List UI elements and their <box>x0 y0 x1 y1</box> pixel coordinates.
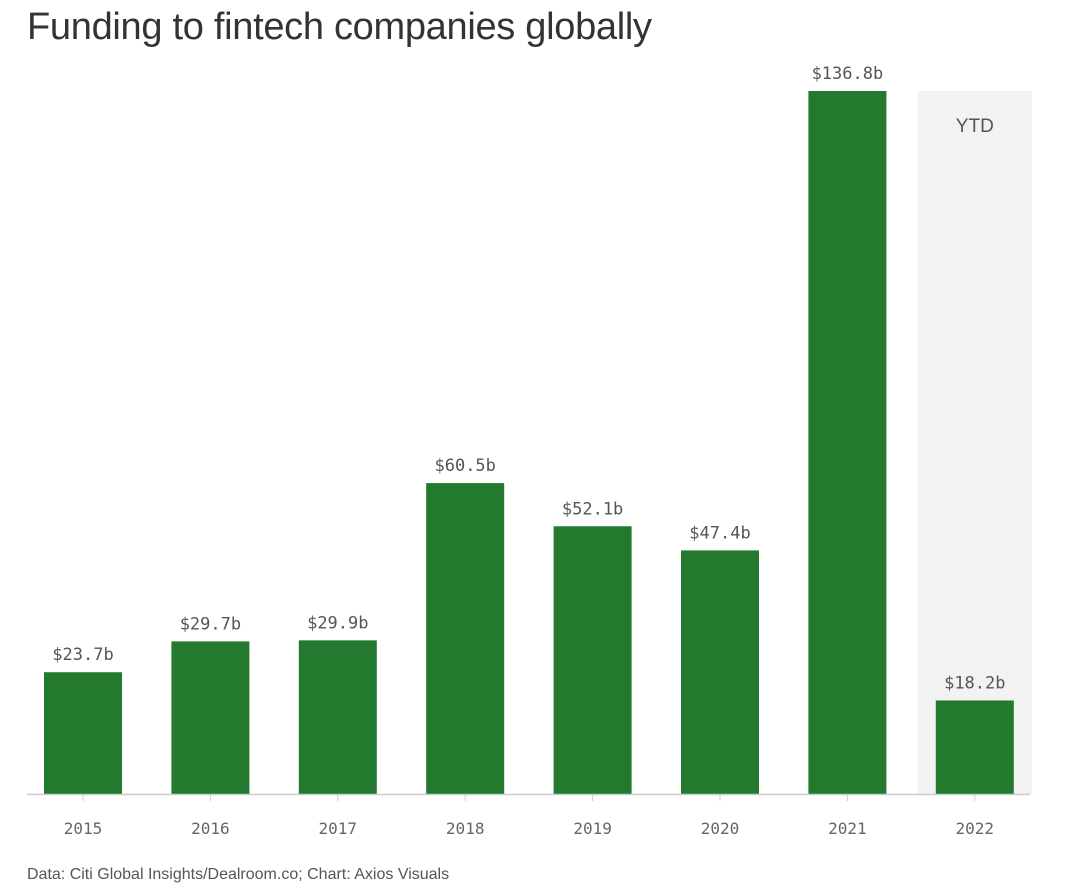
source-note: Data: Citi Global Insights/Dealroom.co; … <box>27 866 450 883</box>
bar-2021 <box>808 91 887 794</box>
chart-title: Funding to fintech companies globally <box>27 6 652 48</box>
bars-layer <box>44 91 1014 794</box>
bar-2019 <box>553 526 632 794</box>
bar-2015 <box>44 672 122 794</box>
ytd-band <box>917 91 1032 794</box>
x-tick-label-2015: 2015 <box>64 819 103 838</box>
bar-2017 <box>298 640 377 794</box>
x-tick-label-2019: 2019 <box>573 819 612 838</box>
annotation-band-layer: YTD <box>917 91 1032 794</box>
value-label-2016: $29.7b <box>180 614 241 634</box>
x-axis: 2015 2016 2017 2018 2019 2020 2021 2022 <box>27 793 1030 838</box>
x-tick-label-2022: 2022 <box>956 819 995 838</box>
value-labels-layer: $23.7b $29.7b $29.9b $60.5b $52.1b $47.4b $136… <box>52 64 1005 693</box>
value-label-2018: $60.5b <box>434 456 495 476</box>
value-label-2019: $52.1b <box>562 499 623 519</box>
x-tick-label-2017: 2017 <box>319 819 358 838</box>
bar-2018 <box>426 483 505 794</box>
value-label-2022: $18.2b <box>944 673 1005 693</box>
ytd-label: YTD <box>956 116 994 137</box>
value-label-2020: $47.4b <box>689 523 750 543</box>
value-label-2015: $23.7b <box>52 645 113 665</box>
value-label-2021: $136.8b <box>812 64 884 84</box>
bar-2020 <box>681 550 759 794</box>
x-tick-label-2018: 2018 <box>446 819 485 838</box>
x-tick-label-2016: 2016 <box>191 819 230 838</box>
value-label-2017: $29.9b <box>307 613 368 633</box>
bar-2016 <box>171 641 250 794</box>
bar-2022 <box>935 700 1014 794</box>
x-tick-label-2020: 2020 <box>701 819 740 838</box>
x-tick-label-2021: 2021 <box>828 819 867 838</box>
